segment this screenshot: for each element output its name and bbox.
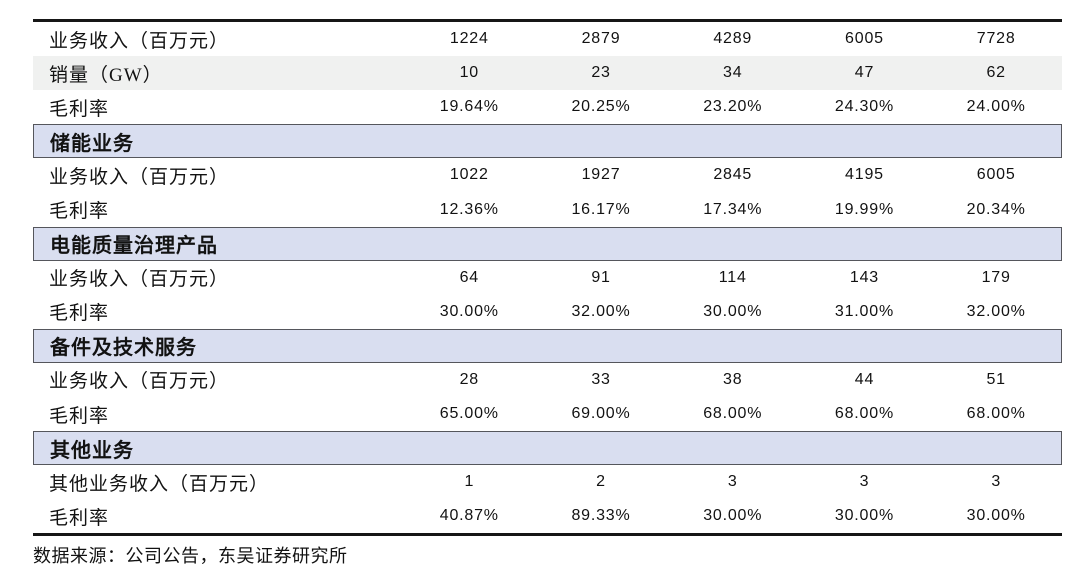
table-row: 销量（GW） 10 23 34 47 62 (33, 56, 1062, 91)
value-cell: 6005 (845, 30, 884, 48)
value-cell: 30.00% (703, 507, 763, 525)
value-cell: 2879 (581, 30, 621, 48)
table-row: 业务收入（百万元） 1022 1927 2845 4195 6005 (33, 158, 1062, 192)
section-title: 其他业务 (50, 439, 134, 462)
value-cell: 1 (464, 473, 475, 491)
value-cell: 65.00% (439, 405, 499, 423)
value-cell: 68.00% (966, 405, 1026, 423)
value-cell: 19.99% (834, 200, 894, 218)
value-cell: 34 (723, 64, 743, 82)
row-label: 销量（GW） (49, 64, 163, 86)
value-cell: 32.00% (966, 302, 1026, 320)
row-label: 毛利率 (49, 98, 110, 120)
value-cell: 7728 (976, 30, 1016, 48)
value-cell: 17.34% (703, 200, 763, 218)
section-header-row: 储能业务 (33, 124, 1062, 159)
value-cell: 114 (718, 268, 747, 286)
value-cell: 40.87% (439, 507, 499, 525)
financial-table: 业务收入（百万元） 1224 2879 4289 6005 7728 销量（GW） 10 23 3… (33, 19, 1062, 537)
value-cell: 20.34% (966, 200, 1026, 218)
table-row: 毛利率 19.64% 20.25% 23.20% 24.30% 24.00% (33, 90, 1062, 124)
value-cell: 64 (459, 268, 479, 286)
value-cell: 24.30% (834, 98, 894, 116)
table-row: 其他业务收入（百万元） 1 2 3 3 3 (33, 465, 1062, 499)
table-row: 毛利率 40.87% 89.33% 30.00% 30.00% 30.00% (33, 499, 1062, 533)
value-cell: 20.25% (571, 98, 631, 116)
row-label: 毛利率 (49, 201, 110, 223)
row-label: 业务收入（百万元） (49, 166, 230, 188)
table-row: 业务收入（百万元） 28 33 38 44 51 (33, 363, 1062, 397)
row-label: 其他业务收入（百万元） (49, 473, 270, 495)
section-title: 电能质量治理产品 (50, 235, 218, 258)
value-cell: 12.36% (439, 200, 499, 218)
section-title: 备件及技术服务 (50, 337, 197, 360)
section-header-row: 电能质量治理产品 (33, 226, 1062, 261)
row-label: 业务收入（百万元） (49, 30, 230, 52)
value-cell: 30.00% (966, 507, 1026, 525)
value-cell: 91 (591, 268, 611, 286)
section-title: 储能业务 (50, 132, 134, 155)
row-label: 业务收入（百万元） (49, 269, 230, 291)
table-row: 业务收入（百万元） 64 91 114 143 179 (33, 261, 1062, 295)
value-cell: 44 (854, 370, 875, 388)
value-cell: 16.17% (571, 200, 631, 218)
value-cell: 2 (596, 473, 606, 491)
value-cell: 38 (723, 370, 743, 388)
value-cell: 19.64% (439, 98, 499, 116)
section-header-row: 备件及技术服务 (33, 328, 1062, 363)
value-cell: 30.00% (703, 302, 763, 320)
data-source-note: 数据来源：公司公告，东吴证券研究所 (33, 546, 348, 566)
value-cell: 179 (981, 268, 1011, 286)
value-cell: 143 (849, 268, 879, 286)
value-cell: 69.00% (571, 405, 631, 423)
value-cell: 89.33% (571, 507, 631, 525)
value-cell: 24.00% (966, 98, 1026, 116)
value-cell: 47 (854, 64, 875, 82)
value-cell: 4195 (845, 166, 884, 184)
row-label: 毛利率 (49, 303, 110, 325)
value-cell: 30.00% (834, 507, 894, 525)
value-cell: 1224 (449, 30, 489, 48)
value-cell: 51 (986, 370, 1006, 388)
value-cell: 3 (727, 473, 738, 491)
section-header-row: 其他业务 (33, 431, 1062, 466)
value-cell: 10 (459, 64, 479, 82)
value-cell: 23.20% (703, 98, 763, 116)
table-row: 毛利率 30.00% 32.00% 30.00% 31.00% 32.00% (33, 295, 1062, 329)
value-cell: 23 (591, 64, 611, 82)
value-cell: 31.00% (834, 302, 894, 320)
value-cell: 68.00% (834, 405, 894, 423)
value-cell: 28 (459, 370, 479, 388)
value-cell: 1022 (449, 166, 489, 184)
row-label: 毛利率 (49, 405, 110, 427)
value-cell: 62 (986, 64, 1006, 82)
value-cell: 2845 (713, 166, 753, 184)
value-cell: 32.00% (571, 302, 631, 320)
value-cell: 68.00% (703, 405, 763, 423)
value-cell: 4289 (713, 30, 753, 48)
value-cell: 33 (591, 370, 611, 388)
value-cell: 1927 (581, 166, 621, 184)
value-cell: 6005 (976, 166, 1016, 184)
row-label: 毛利率 (49, 507, 110, 529)
table-row: 毛利率 65.00% 69.00% 68.00% 68.00% 68.00% (33, 397, 1062, 431)
row-label: 业务收入（百万元） (49, 371, 230, 393)
value-cell: 3 (859, 473, 870, 491)
value-cell: 30.00% (439, 302, 499, 320)
value-cell: 3 (991, 473, 1002, 491)
table-row: 业务收入（百万元） 1224 2879 4289 6005 7728 (33, 22, 1062, 56)
table-row: 毛利率 12.36% 16.17% 17.34% 19.99% 20.34% (33, 192, 1062, 226)
